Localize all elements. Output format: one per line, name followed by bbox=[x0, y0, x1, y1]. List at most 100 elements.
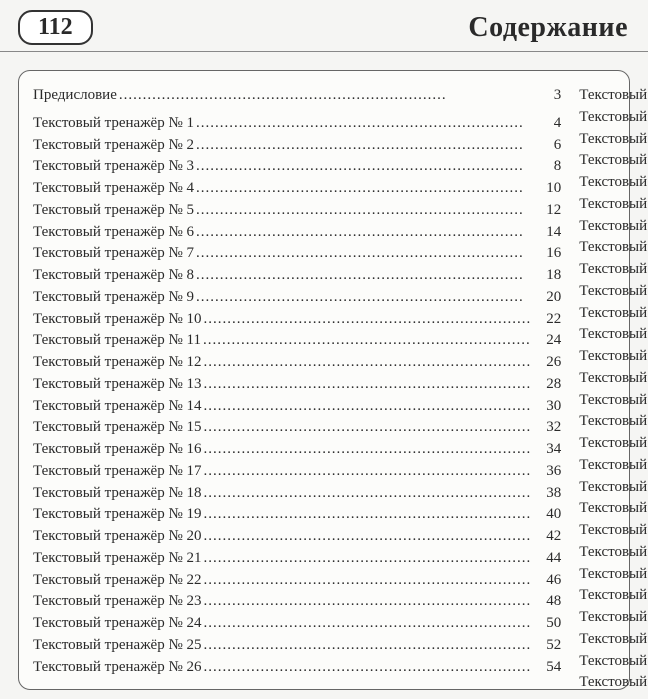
toc-preface-row: Предисловие 3 bbox=[33, 85, 561, 107]
toc-leader-dots bbox=[194, 265, 533, 287]
toc-leader-dots bbox=[202, 613, 534, 635]
toc-row: Текстовый тренажёр № 614 bbox=[33, 222, 561, 244]
toc-entry-label: Текстовый тренажёр № 26 bbox=[33, 657, 202, 679]
toc-entry-label: Текстовый тренажёр № 42 bbox=[579, 411, 648, 433]
toc-row: Текстовый тренажёр № 1532 bbox=[33, 417, 561, 439]
toc-entry-label: Текстовый тренажёр № 33 bbox=[579, 216, 648, 238]
toc-entry-label: Текстовый тренажёр № 53 bbox=[579, 651, 648, 673]
toc-entry-label: Текстовый тренажёр № 15 bbox=[33, 417, 202, 439]
toc-row: Текстовый тренажёр № 8 18 bbox=[33, 265, 561, 287]
toc-entry-page: 6 bbox=[533, 135, 561, 157]
toc-row: Текстовый тренажёр № 4490 bbox=[579, 455, 648, 477]
toc-entry-page: 34 bbox=[533, 439, 561, 461]
toc-entry-label: Текстовый тренажёр № 12 bbox=[33, 352, 202, 374]
toc-row: Текстовый тренажёр № 3980 bbox=[579, 346, 648, 368]
page-number: 112 bbox=[38, 14, 73, 40]
toc-leader-dots bbox=[194, 200, 533, 222]
toc-entry-page: 30 bbox=[533, 396, 561, 418]
toc-entry-label: Текстовый тренажёр № 30 bbox=[579, 150, 648, 172]
toc-entry-page: 44 bbox=[533, 548, 561, 570]
toc-entry-label: Текстовый тренажёр № 5 bbox=[33, 200, 194, 222]
toc-row: Текстовый тренажёр № 19 40 bbox=[33, 504, 561, 526]
toc-row: Текстовый тренажёр № 3470 bbox=[579, 237, 648, 259]
toc-entry-label: Текстовый тренажёр № 2 bbox=[33, 135, 194, 157]
toc-leader-dots bbox=[202, 417, 534, 439]
toc-row: Текстовый тренажёр № 2042 bbox=[33, 526, 561, 548]
toc-row: Текстовый тренажёр № 26 54 bbox=[33, 657, 561, 679]
toc-row: Текстовый тренажёр № 22 46 bbox=[33, 570, 561, 592]
toc-row: Текстовый тренажёр № 5 12 bbox=[33, 200, 561, 222]
toc-entry-label: Текстовый тренажёр № 31 bbox=[579, 172, 648, 194]
toc-leader-dots bbox=[194, 222, 533, 244]
toc-row: Текстовый тренажёр № 4286 bbox=[579, 411, 648, 433]
toc-entry-label: Текстовый тренажёр № 52 bbox=[579, 629, 648, 651]
toc-entry-label: Текстовый тренажёр № 34 bbox=[579, 237, 648, 259]
toc-entry-label: Текстовый тренажёр № 4 bbox=[33, 178, 194, 200]
toc-leader-dots bbox=[194, 156, 533, 178]
toc-entry-label: Текстовый тренажёр № 37 bbox=[579, 303, 648, 325]
toc-entry-page: 8 bbox=[533, 156, 561, 178]
toc-entry-page: 26 bbox=[533, 352, 561, 374]
toc-row: Текстовый тренажёр № 3368 bbox=[579, 216, 648, 238]
toc-leader-dots bbox=[202, 504, 534, 526]
toc-entry-label: Текстовый тренажёр № 18 bbox=[33, 483, 202, 505]
toc-entry-page: 12 bbox=[533, 200, 561, 222]
toc-row: Текстовый тренажёр № 49100 bbox=[579, 564, 648, 586]
toc-row: Текстовый тренажёр № 16 34 bbox=[33, 439, 561, 461]
toc-row: Текстовый тренажёр № 3776 bbox=[579, 303, 648, 325]
toc-row: Текстовый тренажёр № 716 bbox=[33, 243, 561, 265]
toc-entry-label: Текстовый тренажёр № 40 bbox=[579, 368, 648, 390]
toc-entry-label: Текстовый тренажёр № 32 bbox=[579, 194, 648, 216]
toc-row: Текстовый тренажёр № 2858 bbox=[579, 107, 648, 129]
toc-preface-label: Предисловие bbox=[33, 85, 117, 107]
toc-entry-page: 14 bbox=[533, 222, 561, 244]
toc-leader-dots bbox=[194, 113, 533, 135]
toc-leader-dots bbox=[194, 287, 533, 309]
toc-entry-page: 18 bbox=[533, 265, 561, 287]
toc-row: Текстовый тренажёр № 4388 bbox=[579, 433, 648, 455]
toc-leader-dots bbox=[201, 330, 533, 352]
toc-leader-dots bbox=[202, 570, 534, 592]
toc-row: Текстовый тренажёр № 53108 bbox=[579, 651, 648, 673]
toc-entry-label: Текстовый тренажёр № 17 bbox=[33, 461, 202, 483]
toc-entry-page: 46 bbox=[533, 570, 561, 592]
toc-entry-page: 22 bbox=[533, 309, 561, 331]
toc-leader-dots bbox=[194, 178, 533, 200]
toc-entry-label: Текстовый тренажёр № 13 bbox=[33, 374, 202, 396]
toc-entry-label: Текстовый тренажёр № 47 bbox=[579, 520, 648, 542]
toc-leader-dots bbox=[202, 396, 534, 418]
toc-entry-label: Текстовый тренажёр № 22 bbox=[33, 570, 202, 592]
toc-entry-label: Текстовый тренажёр № 50 bbox=[579, 585, 648, 607]
toc-entry-label: Текстовый тренажёр № 25 bbox=[33, 635, 202, 657]
toc-row: Текстовый тренажёр № 4694 bbox=[579, 498, 648, 520]
toc-entry-page: 54 bbox=[533, 657, 561, 679]
toc-entry-page: 40 bbox=[533, 504, 561, 526]
toc-preface-page: 3 bbox=[533, 85, 561, 107]
toc-entry-page: 24 bbox=[533, 330, 561, 352]
toc-entry-label: Текстовый тренажёр № 19 bbox=[33, 504, 202, 526]
toc-entry-page: 50 bbox=[533, 613, 561, 635]
toc-row: Текстовый тренажёр № 3674 bbox=[579, 281, 648, 303]
toc-leader-dots bbox=[194, 135, 533, 157]
toc-leader-dots bbox=[202, 548, 534, 570]
toc-entry-page: 36 bbox=[533, 461, 561, 483]
toc-entry-page: 4 bbox=[533, 113, 561, 135]
toc-entry-label: Текстовый тренажёр № 23 bbox=[33, 591, 202, 613]
toc-entry-label: Текстовый тренажёр № 51 bbox=[579, 607, 648, 629]
toc-entry-label: Текстовый тренажёр № 8 bbox=[33, 265, 194, 287]
toc-leader-dots bbox=[202, 635, 534, 657]
toc-entry-label: Текстовый тренажёр № 16 bbox=[33, 439, 202, 461]
toc-row: Текстовый тренажёр № 1124 bbox=[33, 330, 561, 352]
toc-columns: Предисловие 3 Текстовый тренажёр № 14Тек… bbox=[33, 85, 615, 679]
toc-row: Текстовый тренажёр № 1838 bbox=[33, 483, 561, 505]
toc-row: Текстовый тренажёр № 2756 bbox=[579, 85, 648, 107]
toc-leader-dots bbox=[202, 657, 534, 679]
toc-row: Текстовый тренажёр № 2960 bbox=[579, 129, 648, 151]
toc-entry-label: Текстовый тренажёр № 49 bbox=[579, 564, 648, 586]
toc-entry-page: 10 bbox=[533, 178, 561, 200]
toc-row: Текстовый тренажёр № 52106 bbox=[579, 629, 648, 651]
toc-row: Текстовый тренажёр № 1328 bbox=[33, 374, 561, 396]
toc-entry-label: Текстовый тренажёр № 46 bbox=[579, 498, 648, 520]
toc-leader-dots bbox=[202, 461, 534, 483]
page-number-box: 112 bbox=[18, 10, 93, 45]
